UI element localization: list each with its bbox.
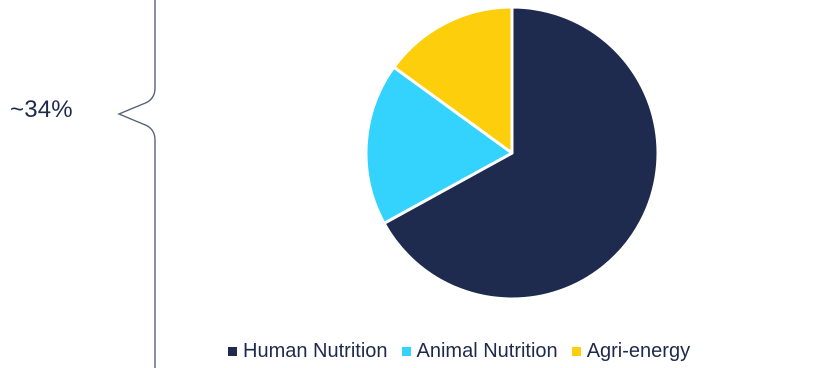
legend-swatch-animal-nutrition bbox=[401, 347, 411, 356]
pie-slice-human-nutrition bbox=[382, 5, 660, 301]
legend-item-agri-energy: Agri-energy bbox=[571, 340, 691, 363]
legend-label-agri-energy: Agri-energy bbox=[586, 340, 691, 362]
legend-label-human-nutrition: Human Nutrition bbox=[243, 340, 388, 362]
pie-slice-agri-energy bbox=[392, 5, 514, 155]
legend-swatch-agri-energy bbox=[571, 347, 581, 356]
legend-item-animal-nutrition: Animal Nutrition bbox=[401, 340, 558, 363]
pie-slice-animal-nutrition bbox=[364, 65, 514, 225]
legend-swatch-human-nutrition bbox=[228, 347, 237, 356]
annotation-percentage: ~34% bbox=[10, 96, 73, 123]
pie-chart bbox=[364, 5, 660, 301]
chart-legend: Human Nutrition Animal Nutrition Agri-en… bbox=[228, 340, 690, 363]
annotation-brace bbox=[117, 0, 156, 368]
legend-label-animal-nutrition: Animal Nutrition bbox=[416, 340, 558, 362]
legend-item-human-nutrition: Human Nutrition bbox=[228, 340, 388, 363]
